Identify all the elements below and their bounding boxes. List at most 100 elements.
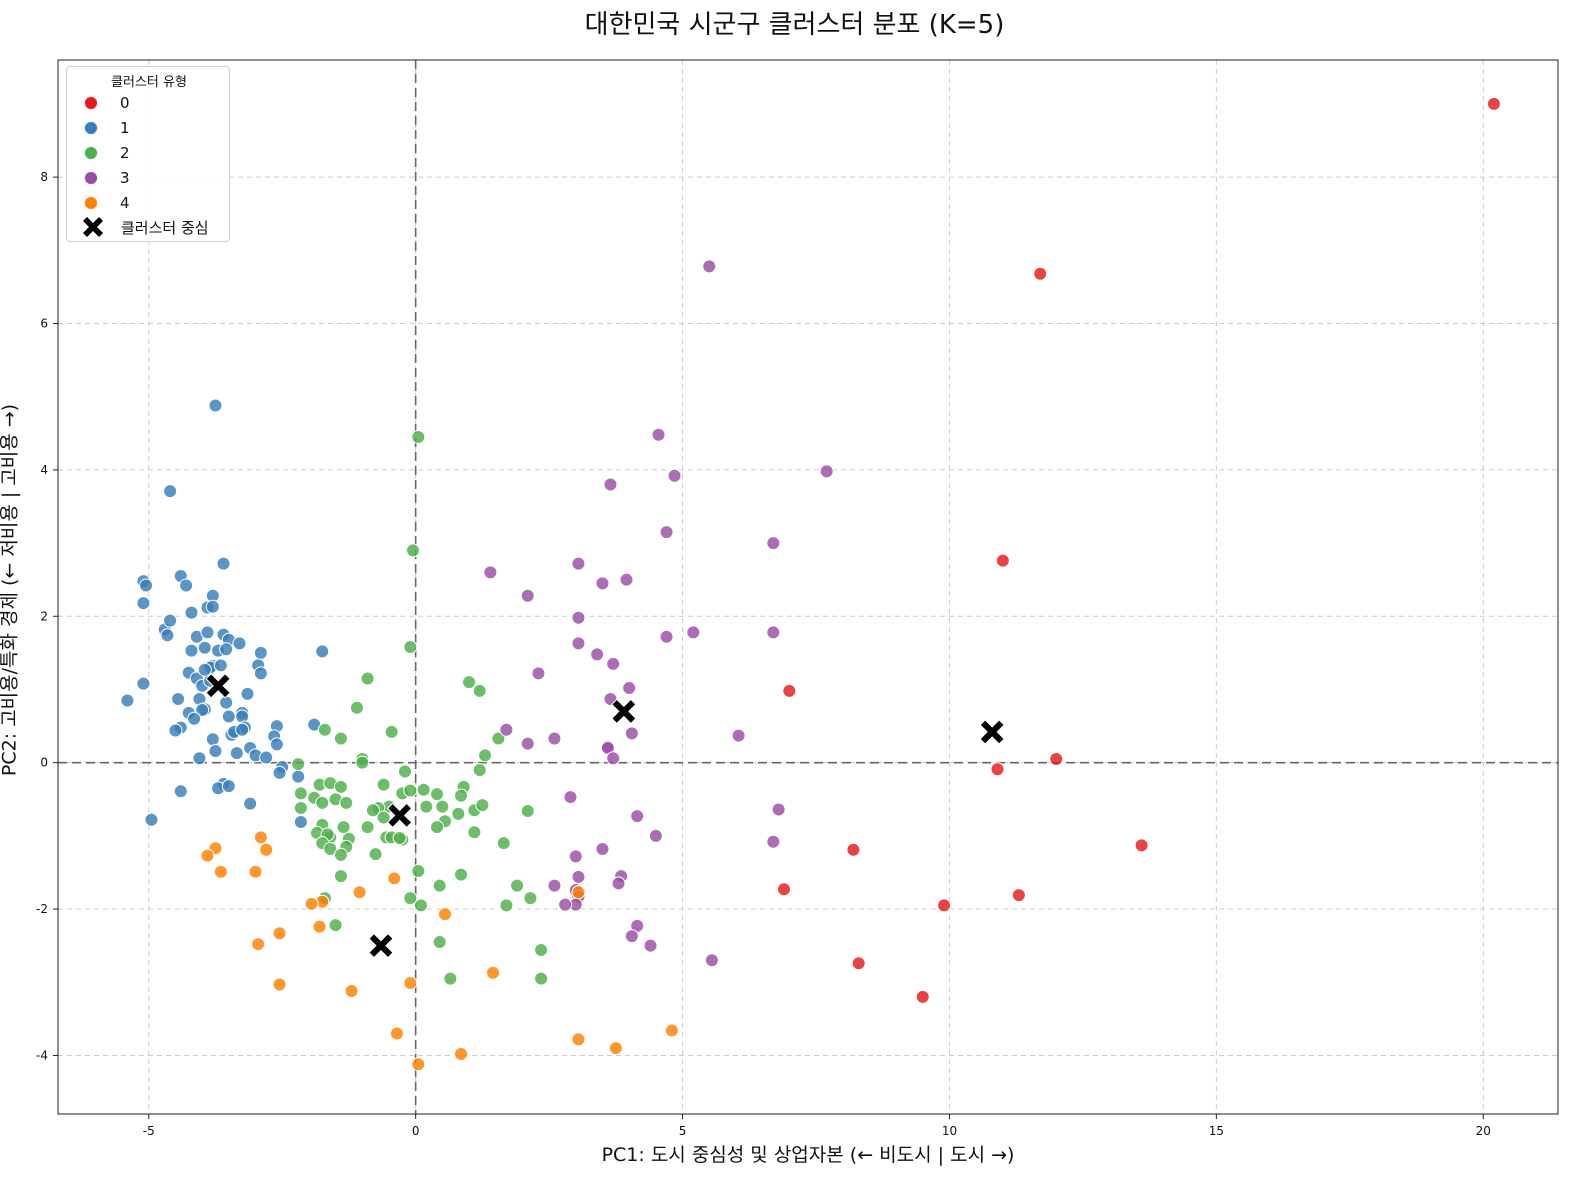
data-point-cluster-2 — [454, 788, 469, 803]
data-point-cluster-4 — [438, 907, 453, 922]
data-point-cluster-1 — [192, 751, 207, 766]
data-point-cluster-4 — [387, 871, 402, 886]
data-point-cluster-2 — [339, 795, 354, 810]
data-point-cluster-3 — [571, 610, 586, 625]
data-point-cluster-2 — [499, 898, 514, 913]
x-tick-label: 15 — [1209, 1124, 1224, 1138]
data-point-cluster-2 — [413, 898, 428, 913]
data-point-cluster-2 — [368, 847, 383, 862]
data-point-cluster-4 — [389, 1026, 404, 1041]
data-point-cluster-4 — [304, 896, 319, 911]
data-point-cluster-3 — [603, 477, 618, 492]
legend-label-4: 4 — [120, 194, 130, 212]
data-point-cluster-3 — [483, 565, 498, 580]
data-point-cluster-3 — [766, 536, 781, 551]
data-point-cluster-3 — [531, 666, 546, 681]
data-point-cluster-3 — [520, 736, 535, 751]
data-point-cluster-2 — [397, 764, 412, 779]
legend-item-4: 4 — [81, 192, 130, 214]
data-point-cluster-3 — [606, 656, 621, 671]
data-point-cluster-1 — [219, 642, 234, 657]
data-point-cluster-3 — [547, 731, 562, 746]
data-point-cluster-2 — [462, 675, 477, 690]
data-point-cluster-4 — [486, 965, 501, 980]
data-point-cluster-2 — [403, 640, 418, 655]
data-point-cluster-1 — [200, 625, 215, 640]
x-tick-label: -5 — [143, 1124, 155, 1138]
data-point-cluster-2 — [315, 795, 330, 810]
data-point-cluster-2 — [523, 891, 538, 906]
data-point-cluster-3 — [643, 938, 658, 953]
legend-label-centroid: 클러스터 중심 — [121, 218, 209, 237]
data-point-cluster-3 — [667, 468, 682, 483]
data-point-cluster-1 — [144, 812, 159, 827]
data-point-cluster-1 — [293, 814, 308, 829]
centroid-markers — [205, 673, 1005, 959]
data-point-cluster-2 — [411, 429, 426, 444]
legend-label-2: 2 — [120, 144, 130, 162]
data-point-cluster-0 — [782, 683, 797, 698]
data-point-cluster-0 — [851, 956, 866, 971]
data-point-cluster-1 — [187, 711, 202, 726]
centroid-x-shape — [979, 719, 1005, 745]
legend-marker-2 — [84, 146, 98, 160]
data-point-cluster-4 — [259, 842, 274, 857]
y-tick-label: 4 — [40, 463, 48, 477]
data-point-cluster-3 — [766, 834, 781, 849]
x-axis-label: PC1: 도시 중심성 및 상업자본 (← 비도시 | 도시 →) — [601, 1144, 1015, 1166]
data-point-cluster-1 — [216, 556, 231, 571]
data-point-cluster-2 — [333, 869, 348, 884]
data-point-cluster-2 — [333, 847, 348, 862]
plot-frame — [57, 59, 1559, 1115]
data-point-cluster-3 — [659, 629, 674, 644]
data-point-cluster-2 — [293, 801, 308, 816]
data-point-cluster-0 — [1134, 838, 1149, 853]
centroid-x-shape — [205, 673, 231, 699]
data-point-cluster-2 — [472, 762, 487, 777]
centroid-marker — [386, 802, 413, 829]
data-point-cluster-2 — [443, 971, 458, 986]
data-point-cluster-2 — [435, 799, 450, 814]
data-point-cluster-1 — [163, 484, 178, 499]
data-point-cluster-4 — [253, 830, 268, 845]
data-point-cluster-3 — [619, 572, 634, 587]
data-point-cluster-3 — [622, 681, 637, 696]
data-point-cluster-2 — [336, 820, 351, 835]
data-point-cluster-1 — [139, 578, 154, 593]
data-point-cluster-0 — [937, 898, 952, 913]
data-point-cluster-3 — [547, 878, 562, 893]
data-point-cluster-1 — [184, 643, 199, 658]
data-point-cluster-2 — [432, 878, 447, 893]
data-point-cluster-1 — [160, 628, 175, 643]
data-point-cluster-3 — [686, 625, 701, 640]
data-point-cluster-3 — [771, 802, 786, 817]
data-point-cluster-3 — [648, 828, 663, 843]
data-point-cluster-4 — [272, 977, 287, 992]
data-point-cluster-2 — [510, 878, 525, 893]
data-point-cluster-2 — [430, 787, 445, 802]
legend-label-3: 3 — [120, 169, 130, 187]
legend-item-centroid: 클러스터 중심 — [81, 216, 209, 238]
y-tick-label: 8 — [40, 170, 48, 184]
data-point-cluster-2 — [416, 782, 431, 797]
centroid-x-shape — [386, 802, 413, 829]
data-point-cluster-3 — [766, 625, 781, 640]
data-point-cluster-3 — [568, 849, 583, 864]
data-point-cluster-2 — [491, 731, 506, 746]
data-point-cluster-1 — [253, 645, 268, 660]
data-point-cluster-2 — [520, 803, 535, 818]
legend: 클러스터 유형 0 1 2 3 4 클러스터 중심 — [66, 66, 230, 242]
data-point-cluster-2 — [317, 722, 332, 737]
data-point-cluster-2 — [384, 724, 399, 739]
data-point-cluster-1 — [240, 686, 255, 701]
data-point-cluster-4 — [200, 848, 215, 863]
legend-item-1: 1 — [81, 117, 130, 139]
data-point-cluster-2 — [496, 836, 511, 851]
data-point-cluster-1 — [269, 737, 284, 752]
data-point-cluster-3 — [624, 726, 639, 741]
y-tick-label: 0 — [40, 756, 48, 770]
data-point-cluster-0 — [1049, 752, 1064, 767]
legend-marker-0 — [84, 96, 98, 110]
data-point-cluster-2 — [291, 757, 306, 772]
data-point-cluster-2 — [534, 971, 549, 986]
